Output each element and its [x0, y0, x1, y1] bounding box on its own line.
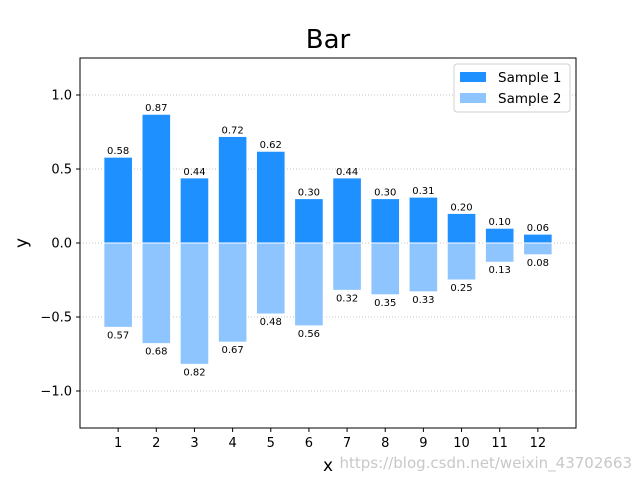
legend: Sample 1 Sample 2 — [453, 63, 571, 113]
x-axis: 1 2 3 4 5 6 7 8 9 10 11 12 — [114, 428, 546, 451]
data-label: 0.44 — [183, 167, 205, 178]
data-label: 0.30 — [298, 188, 320, 199]
x-tick-label: 1 — [114, 436, 122, 451]
chart-title: Bar — [306, 25, 351, 55]
x-tick-label: 10 — [453, 436, 470, 451]
data-label: 0.20 — [450, 202, 472, 213]
y-tick-label: 0.5 — [51, 163, 72, 178]
bar-series-2 — [332, 242, 362, 291]
x-tick-label: 8 — [381, 436, 389, 451]
bar-series-2 — [179, 242, 210, 365]
bar-series-1 — [141, 113, 172, 244]
bar-series-1 — [408, 196, 439, 244]
bar-series-1 — [523, 233, 553, 244]
bar-series-1 — [332, 177, 362, 244]
data-label: 0.25 — [450, 283, 472, 294]
y-tick-label: 1.0 — [51, 89, 72, 104]
data-label: 0.31 — [412, 186, 434, 197]
x-axis-label: x — [323, 456, 333, 476]
bar-series-1 — [294, 198, 324, 244]
x-tick-label: 2 — [152, 436, 160, 451]
data-label: 0.56 — [298, 329, 320, 340]
x-tick-label: 9 — [419, 436, 427, 451]
y-axis: −1.0 −0.5 0.0 0.5 1.0 — [40, 89, 80, 400]
data-label: 0.82 — [183, 367, 205, 378]
legend-swatch — [460, 93, 486, 103]
bars — [103, 113, 553, 365]
data-label: 0.62 — [260, 140, 282, 151]
data-label: 0.67 — [221, 345, 243, 356]
data-label: 0.35 — [374, 298, 396, 309]
data-label: 0.58 — [107, 146, 129, 157]
x-tick-label: 12 — [530, 436, 547, 451]
data-label: 0.32 — [336, 293, 358, 304]
bar-series-2 — [446, 242, 477, 281]
x-tick-label: 6 — [305, 436, 313, 451]
data-label: 0.33 — [412, 295, 434, 306]
x-tick-label: 5 — [267, 436, 275, 451]
data-label: 0.08 — [527, 258, 549, 269]
data-label: 0.44 — [336, 167, 358, 178]
bar-series-2 — [523, 242, 553, 256]
data-label: 0.72 — [221, 125, 243, 136]
bar-series-2 — [370, 242, 401, 296]
legend-label: Sample 1 — [498, 70, 562, 86]
data-label: 0.30 — [374, 188, 396, 199]
data-label: 0.13 — [489, 265, 511, 276]
data-label: 0.06 — [527, 223, 549, 234]
legend-label: Sample 2 — [498, 91, 562, 107]
bar-series-2 — [484, 242, 515, 263]
legend-swatch — [460, 72, 486, 82]
bar-series-1 — [370, 198, 401, 244]
watermark: https://blog.csdn.net/weixin_43702663 — [339, 454, 632, 473]
y-tick-label: 0.0 — [51, 237, 72, 252]
y-tick-label: −0.5 — [40, 311, 72, 326]
x-tick-label: 7 — [343, 436, 351, 451]
data-label: 0.57 — [107, 330, 129, 341]
bar-series-1 — [179, 177, 210, 244]
bar-series-1 — [255, 150, 286, 244]
data-label: 0.68 — [145, 347, 167, 358]
bar-series-2 — [103, 242, 133, 328]
y-axis-label: y — [12, 238, 32, 248]
bar-series-2 — [255, 242, 286, 315]
data-label: 0.87 — [145, 103, 167, 114]
bar-series-1 — [484, 227, 515, 244]
x-tick-label: 3 — [190, 436, 198, 451]
bar-series-1 — [446, 212, 477, 244]
x-tick-label: 11 — [491, 436, 508, 451]
data-label: 0.10 — [489, 217, 511, 228]
y-tick-label: −1.0 — [40, 385, 72, 400]
bar-series-1 — [217, 135, 248, 244]
data-label: 0.48 — [260, 317, 282, 328]
bar-series-2 — [294, 242, 324, 327]
bar-series-2 — [408, 242, 439, 293]
x-tick-label: 4 — [228, 436, 236, 451]
bar-labels: 0.58 0.87 0.44 0.72 0.62 0.30 0.44 0.30 0.31 0.20… — [107, 103, 549, 378]
bar-series-1 — [103, 156, 133, 244]
bar-series-2 — [141, 242, 172, 345]
bar-series-2 — [217, 242, 248, 343]
